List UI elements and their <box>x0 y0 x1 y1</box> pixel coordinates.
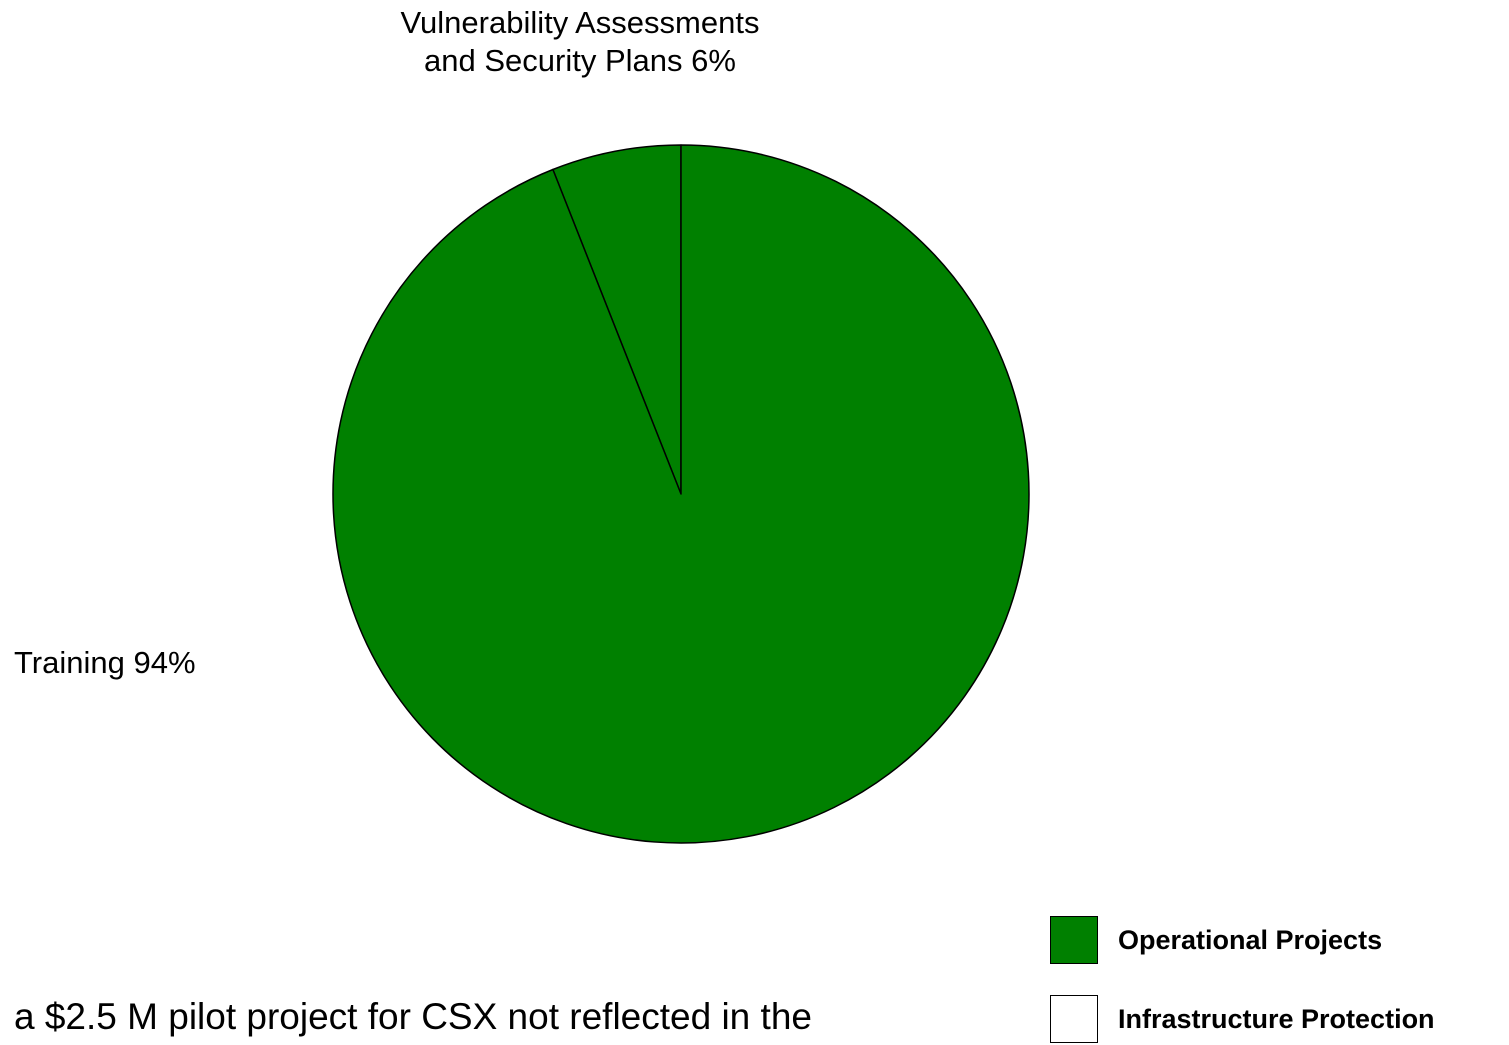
slice-label-line-2: and Security Plans 6% <box>424 43 736 78</box>
slice-label-vulnerability-assessments: Vulnerability Assessments and Security P… <box>330 4 830 80</box>
legend-swatch-operational-projects <box>1050 916 1098 964</box>
pie-slice-vulnerability-assessments-and-security-plans <box>552 144 682 495</box>
legend-label-operational-projects: Operational Projects <box>1118 925 1383 955</box>
pie-slice-training <box>332 144 1030 844</box>
legend-label-infrastructure-protection: Infrastructure Protection <box>1118 1004 1435 1034</box>
slice-label-line-1: Vulnerability Assessments <box>400 5 760 40</box>
legend-swatch-infrastructure-protection <box>1050 995 1098 1043</box>
slice-label-training: Training 94% <box>14 645 196 680</box>
pie-slices <box>332 144 1030 844</box>
footnote-text: a $2.5 M pilot project for CSX not refle… <box>14 996 812 1037</box>
